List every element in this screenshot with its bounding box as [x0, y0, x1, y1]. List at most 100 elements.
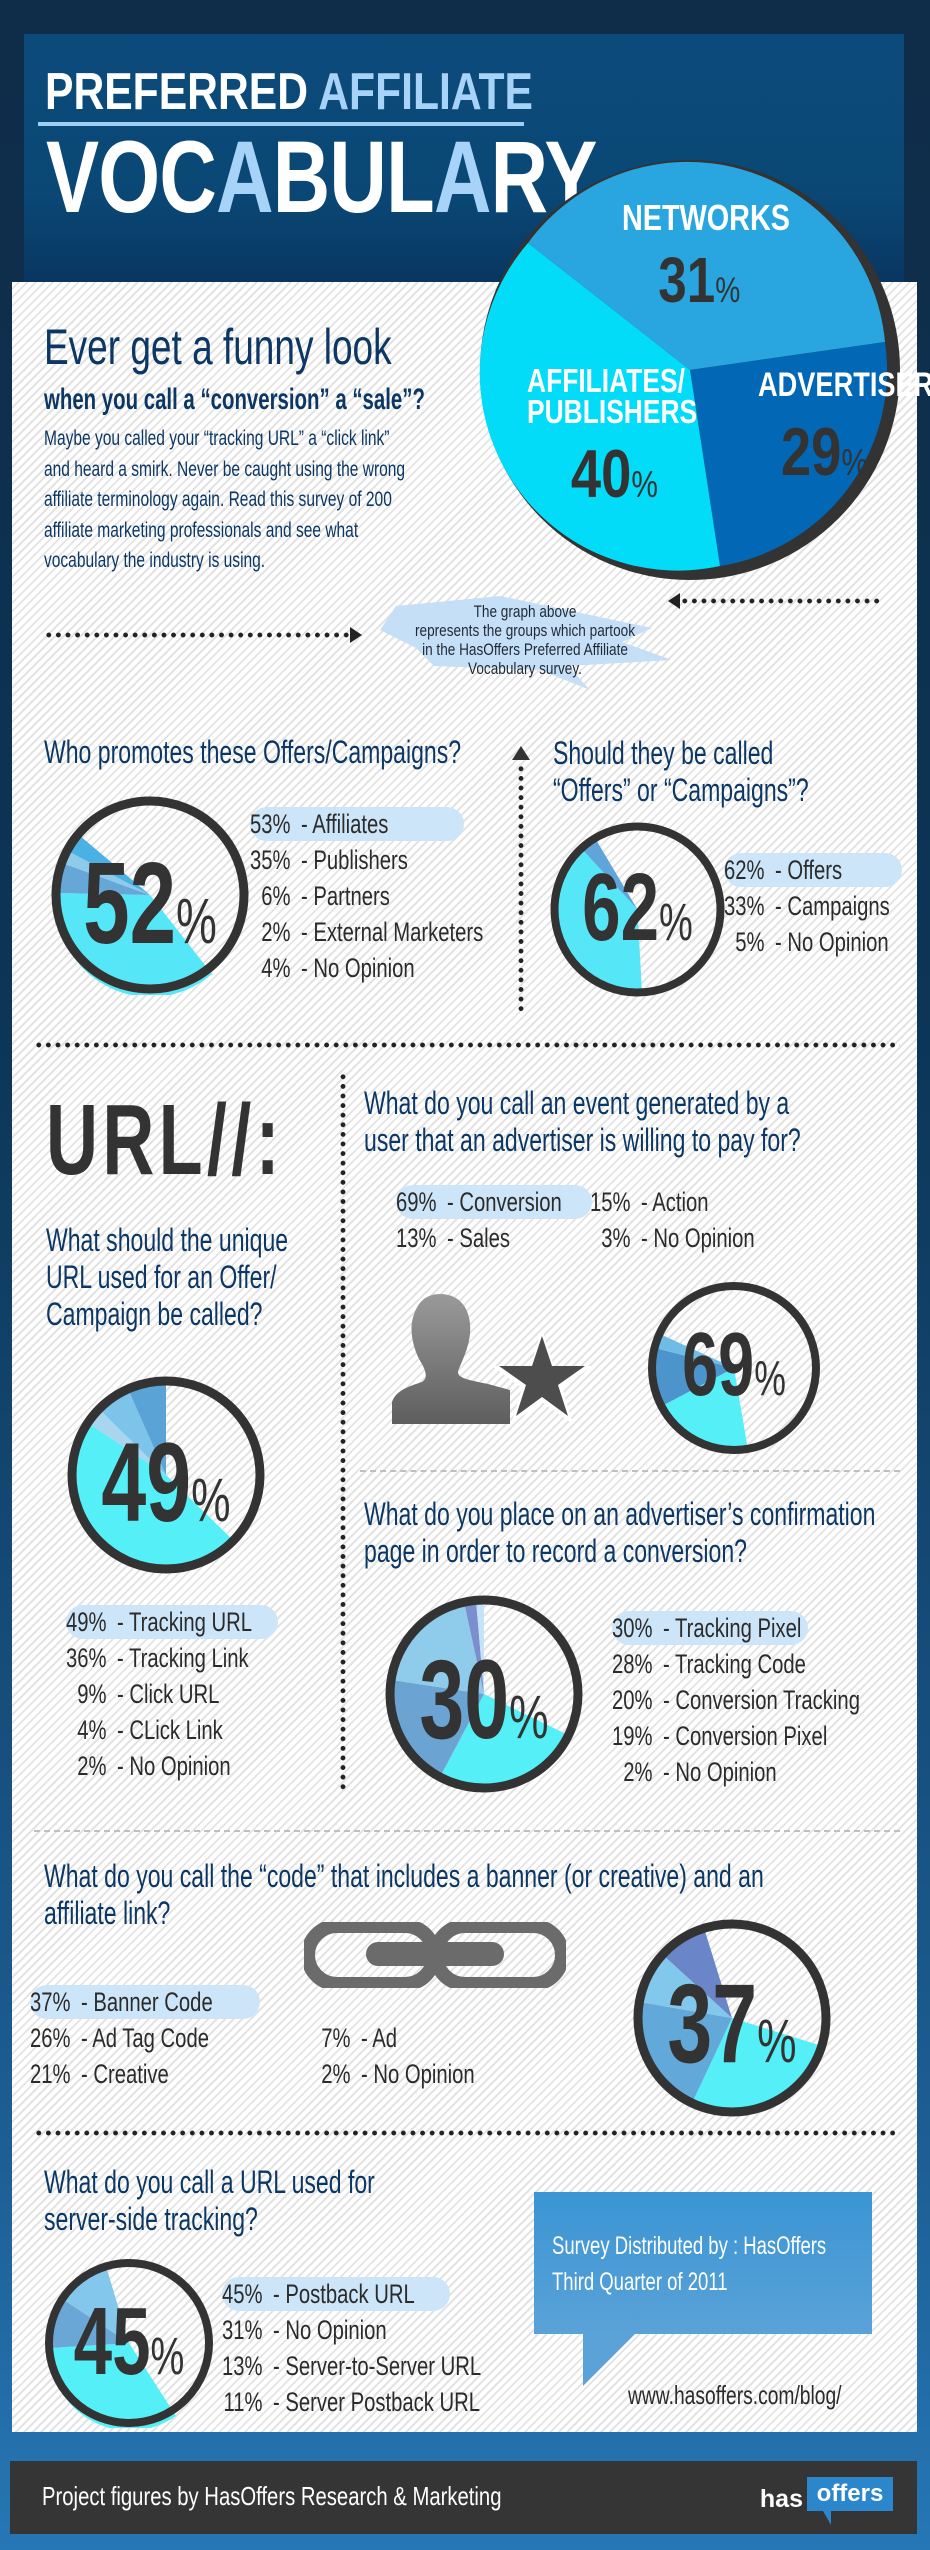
- legend-pct: 20%: [612, 1685, 653, 1715]
- pie-label-advertisers: ADVERTISERS: [758, 366, 930, 404]
- footer-bar: Project figures by HasOffers Research & …: [10, 2461, 917, 2534]
- legend-label: - Publishers: [301, 845, 408, 875]
- percent-sign: %: [841, 441, 869, 483]
- legend-row: 49% - Tracking URL: [66, 1604, 314, 1640]
- legend-pct: 69%: [396, 1187, 437, 1217]
- question-line: URL used for an Offer/: [46, 1259, 277, 1295]
- question-line: What should the unique: [46, 1222, 289, 1258]
- legend-label: - Conversion: [447, 1187, 562, 1217]
- legend-label: - Campaigns: [775, 891, 890, 921]
- donut-confirmation-page: 30%: [384, 1594, 584, 1794]
- legend-highlight: [250, 807, 464, 841]
- legend-event-paid-right: 15% - Action 3% - No Opinion: [590, 1184, 810, 1256]
- pie-value-advertisers: 29%: [781, 418, 868, 486]
- callout-text: The graph above represents the groups wh…: [409, 602, 641, 678]
- legend-label: - Postback URL: [273, 2279, 415, 2309]
- legend-row: 21% - Creative: [30, 2056, 274, 2092]
- legend-row: 45% - Postback URL: [222, 2276, 568, 2312]
- question-confirmation-page: What do you place on an advertiser’s con…: [364, 1496, 875, 1570]
- donut-value: 30%: [412, 1644, 556, 1756]
- legend-pct: 30%: [612, 1613, 653, 1643]
- legend-label: - Partners: [301, 881, 390, 911]
- donut-svg: [648, 1282, 820, 1454]
- legend-pct: 53%: [250, 809, 291, 839]
- donut-svg: [51, 796, 249, 995]
- legend-label: - Server Postback URL: [273, 2387, 481, 2417]
- legend-row: 2% - No Opinion: [310, 2056, 530, 2092]
- pie-value-affiliates: 40%: [571, 440, 658, 508]
- question-line: affiliate link?: [44, 1895, 171, 1931]
- legend-row: 36% - Tracking Link: [66, 1640, 314, 1676]
- intro-line: and heard a smirk. Never be caught using…: [44, 457, 406, 481]
- blog-link[interactable]: www.hasoffers.com/blog/: [628, 2380, 842, 2410]
- title-part: VOC: [46, 120, 217, 234]
- legend-banner-code-right: 7% - Ad 2% - No Opinion: [310, 2020, 530, 2092]
- legend-row: 31% - No Opinion: [222, 2312, 568, 2348]
- donut-banner-code: 37%: [632, 1918, 832, 2118]
- title-vocabulary: VOCABULARY: [46, 126, 597, 228]
- legend-pct: 15%: [590, 1187, 631, 1217]
- value: 30: [419, 1637, 510, 1762]
- legend-confirmation-page: 30% - Tracking Pixel 28% - Tracking Code 2…: [612, 1610, 930, 1790]
- percent-sign: %: [191, 1466, 231, 1535]
- value: 37: [667, 1961, 758, 2086]
- question-line: user that an advertiser is willing to pa…: [364, 1122, 801, 1158]
- legend-row: 53% - Affiliates: [250, 806, 561, 842]
- question-unique-url: What should the unique URL used for an O…: [46, 1222, 288, 1333]
- logo-offers: offers: [807, 2477, 893, 2511]
- intro-line: affiliate terminology again. Read this s…: [44, 488, 392, 511]
- question-who-promotes: Who promotes these Offers/Campaigns?: [44, 734, 462, 770]
- dotted-vertical-divider: [340, 1072, 346, 1792]
- legend-label: - Sales: [447, 1223, 511, 1253]
- legend-pct: 13%: [396, 1223, 437, 1253]
- legend-row: 69% - Conversion: [396, 1184, 617, 1220]
- legend-pct: 26%: [30, 2023, 71, 2053]
- question-line: What do you place on an advertiser’s con…: [364, 1496, 876, 1532]
- donut-value: 49%: [94, 1427, 238, 1539]
- percent-sign: %: [631, 463, 659, 505]
- pie-label-publishers: PUBLISHERS: [527, 393, 698, 430]
- intro-line: Maybe you called your “tracking URL” a “…: [44, 427, 390, 450]
- title-line-1: PREFERRED AFFILIATE: [45, 62, 533, 122]
- url-section-title: URL//:: [46, 1084, 284, 1196]
- legend-highlight: [724, 853, 902, 887]
- legend-pct: 36%: [66, 1643, 107, 1673]
- legend-label: - Tracking URL: [117, 1607, 253, 1637]
- respondents-pie-svg: [479, 160, 900, 580]
- survey-distributor: Survey Distributed by : HasOffers: [552, 2232, 827, 2260]
- value: 69: [682, 1315, 755, 1415]
- donut-unique-url: 49%: [66, 1375, 266, 1575]
- question-event-paid: What do you call an event generated by a…: [364, 1085, 801, 1159]
- legend-pct: 62%: [724, 855, 765, 885]
- question-line: Campaign be called?: [46, 1296, 263, 1332]
- legend-pct: 11%: [223, 2387, 263, 2417]
- legend-pct: 49%: [66, 1607, 107, 1637]
- percent-sign: %: [659, 893, 693, 952]
- arrow-right-icon: [350, 627, 362, 643]
- legend-label: - Offers: [775, 855, 843, 885]
- legend-server-side-url: 45% - Postback URL 31% - No Opinion 13% - S…: [222, 2276, 568, 2420]
- legend-label: - Server-to-Server URL: [273, 2351, 482, 2381]
- respondents-pie-chart: NETWORKS 31% ADVERTISERS 29% AFFILIATES/…: [470, 150, 930, 590]
- percent-sign: %: [757, 2007, 797, 2076]
- title-divider: [38, 122, 524, 126]
- donut-value: 69%: [672, 1320, 796, 1410]
- legend-label: - No Opinion: [641, 1223, 755, 1253]
- legend-label: - Tracking Link: [117, 1643, 249, 1673]
- legend-label: - No Opinion: [273, 2315, 387, 2345]
- chain-link-icon: [304, 1922, 566, 1988]
- legend-row: 20% - Conversion Tracking: [612, 1682, 930, 1718]
- legend-highlight: [30, 1985, 260, 2019]
- value: 52: [83, 838, 177, 968]
- legend-unique-url: 49% - Tracking URL 36% - Tracking Link 9% -…: [66, 1604, 314, 1784]
- question-line: What do you call a URL used for: [44, 2164, 375, 2200]
- legend-pct: 9%: [77, 1679, 107, 1709]
- hasoffers-logo[interactable]: has offers: [743, 2477, 893, 2525]
- callout-line: The graph above: [473, 602, 577, 621]
- legend-label: - Conversion Tracking: [663, 1685, 860, 1715]
- legend-label: - Click URL: [117, 1679, 220, 1709]
- legend-pct: 2%: [321, 2059, 351, 2089]
- dotted-arrow-right: [680, 598, 880, 604]
- dashed-divider: [360, 1470, 900, 1472]
- legend-label: - Ad: [361, 2023, 398, 2053]
